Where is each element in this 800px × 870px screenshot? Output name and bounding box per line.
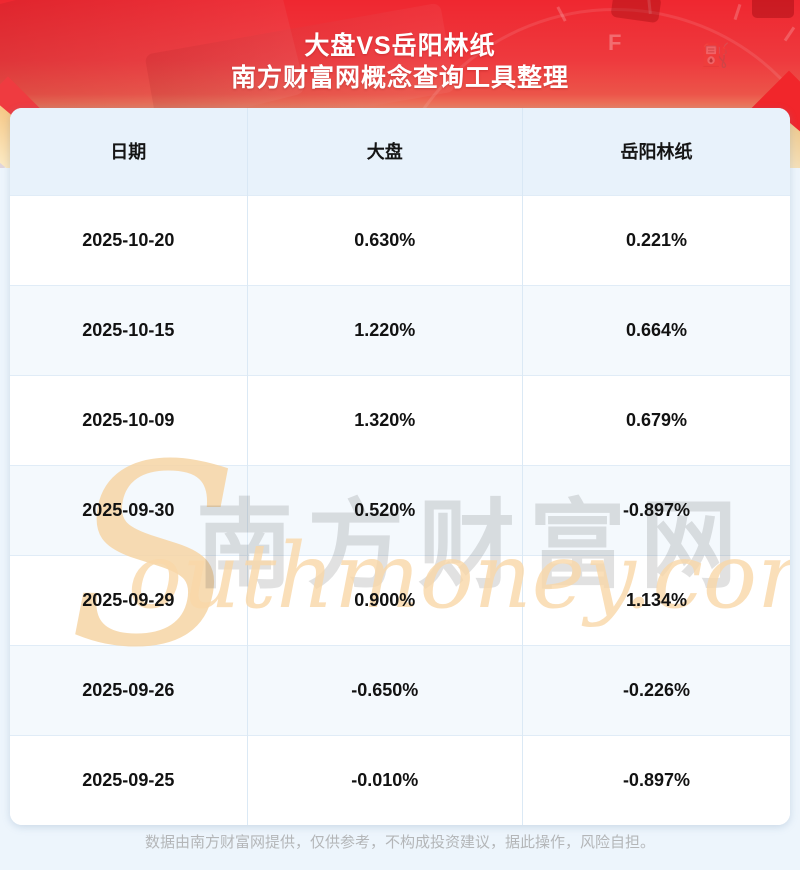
table-row: 2025-10-20 0.630% 0.221% — [10, 194, 790, 285]
column-header-date: 日期 — [10, 108, 248, 195]
stock-value-cell: 1.134% — [522, 554, 790, 645]
stock-value-cell: -0.226% — [522, 644, 790, 735]
stock-value-cell: -0.897% — [522, 464, 790, 555]
market-value-cell: 1.320% — [247, 374, 523, 465]
date-cell: 2025-09-30 — [10, 464, 248, 555]
fuel-pump-icon: ⛽ — [700, 43, 730, 70]
table-row: 2025-09-26 -0.650% -0.226% — [10, 644, 790, 735]
banner-photo-blob — [752, 0, 794, 18]
stock-value-cell: 0.679% — [522, 374, 790, 465]
stock-value-cell: 0.664% — [522, 284, 790, 375]
comparison-table: 日期 大盘 岳阳林纸 2025-10-20 0.630% 0.221% 2025… — [10, 108, 790, 825]
stock-value-cell: 0.221% — [522, 194, 790, 285]
gauge-tick — [733, 3, 742, 21]
gauge-f-mark: F — [608, 30, 622, 55]
table-header-row: 日期 大盘 岳阳林纸 — [10, 108, 790, 195]
table-row: 2025-09-30 0.520% -0.897% — [10, 464, 790, 555]
market-value-cell: 0.900% — [247, 554, 523, 645]
page-subtitle: 南方财富网概念查询工具整理 — [230, 64, 569, 92]
market-value-cell: 1.220% — [247, 284, 523, 375]
date-cell: 2025-10-20 — [10, 194, 248, 285]
column-header-stock: 岳阳林纸 — [522, 108, 790, 195]
market-value-cell: 0.520% — [247, 464, 523, 555]
comparison-table-card: 日期 大盘 岳阳林纸 2025-10-20 0.630% 0.221% 2025… — [10, 108, 790, 825]
disclaimer-text: 数据由南方财富网提供，仅供参考，不构成投资建议，据此操作，风险自担。 — [144, 834, 655, 851]
column-header-market: 大盘 — [247, 108, 523, 195]
date-cell: 2025-09-29 — [10, 554, 248, 645]
table-row: 2025-10-15 1.220% 0.664% — [10, 284, 790, 375]
page-title: 大盘VS岳阳林纸 — [304, 32, 496, 60]
table-row: 2025-09-25 -0.010% -0.897% — [10, 734, 790, 825]
date-cell: 2025-10-09 — [10, 374, 248, 465]
date-cell: 2025-09-26 — [10, 644, 248, 735]
date-cell: 2025-10-15 — [10, 284, 248, 375]
market-value-cell: -0.650% — [247, 644, 523, 735]
market-value-cell: 0.630% — [247, 194, 523, 285]
market-value-cell: -0.010% — [247, 734, 523, 825]
date-cell: 2025-09-25 — [10, 734, 248, 825]
stock-value-cell: -0.897% — [522, 734, 790, 825]
table-row: 2025-10-09 1.320% 0.679% — [10, 374, 790, 465]
table-row: 2025-09-29 0.900% 1.134% — [10, 554, 790, 645]
